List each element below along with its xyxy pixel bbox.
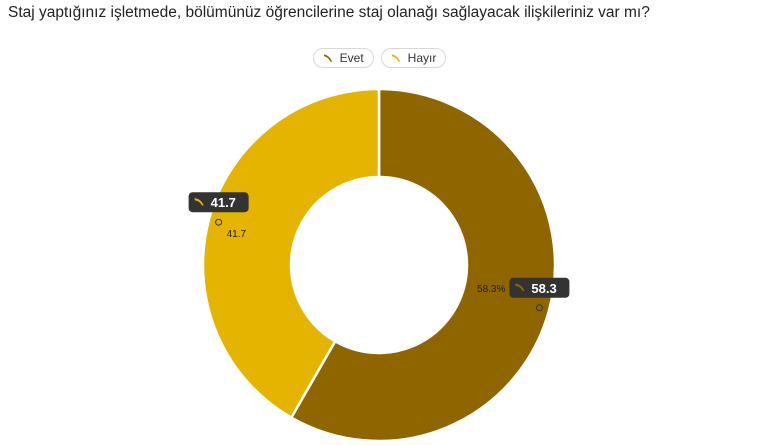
legend-item-hayir[interactable]: Hayır (380, 48, 447, 68)
slice-dot-evet (535, 304, 543, 312)
chart-title: Staj yaptığınız işletmede, bölümünüz öğr… (8, 4, 650, 21)
banana-icon (515, 283, 525, 292)
chart-legend: Evet Hayır (0, 48, 759, 68)
tooltip-box-hayir (188, 192, 249, 213)
outer-label-hayir: 41.7 (227, 229, 247, 240)
legend-label-evet: Evet (339, 51, 364, 65)
tooltip-value-hayir: 41.7 (211, 195, 236, 210)
slice-evet[interactable] (289, 87, 557, 443)
outer-label-evet: 58.3% (477, 284, 505, 295)
banana-icon (194, 198, 204, 206)
legend-label-hayir: Hayır (407, 51, 437, 65)
labels-group: 58.3 58.3% 41.7 41.7 (188, 192, 570, 312)
banana-icon (323, 54, 332, 62)
slices-group (201, 87, 557, 443)
slice-dot-hayir (215, 218, 223, 226)
slice-hayir[interactable] (201, 87, 381, 420)
tooltip-value-evet: 58.3 (531, 281, 556, 296)
banana-icon (391, 54, 400, 62)
legend-item-evet[interactable]: Evet (312, 48, 374, 68)
tooltip-box-evet (509, 277, 570, 298)
